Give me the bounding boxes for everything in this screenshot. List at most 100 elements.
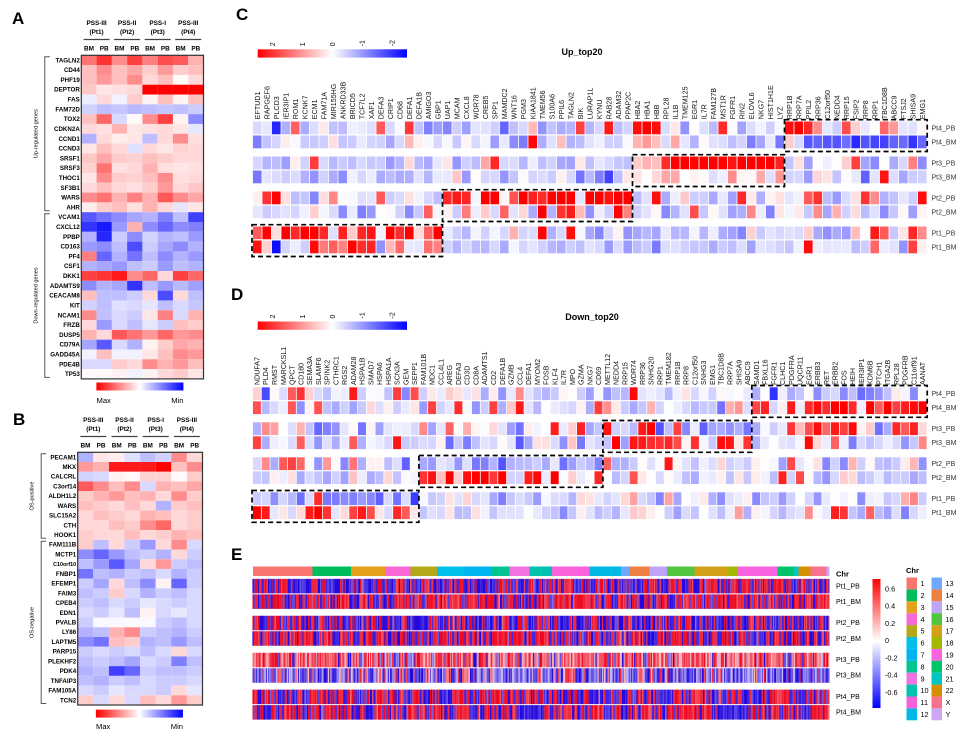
svg-text:HOOK1: HOOK1 xyxy=(54,532,77,539)
svg-text:NEDD4: NEDD4 xyxy=(833,95,841,119)
svg-text:RRP1: RRP1 xyxy=(871,100,879,119)
svg-text:Max: Max xyxy=(96,722,111,731)
svg-text:CCL4: CCL4 xyxy=(516,367,524,385)
svg-text:FAM101B: FAM101B xyxy=(420,354,428,385)
svg-text:Pt3_BM: Pt3_BM xyxy=(932,440,957,447)
svg-text:Pt2_BM: Pt2_BM xyxy=(932,209,957,216)
svg-text:10: 10 xyxy=(921,686,929,695)
svg-text:Up_top20: Up_top20 xyxy=(561,47,602,57)
svg-text:HSPA1B: HSPA1B xyxy=(359,357,367,385)
svg-text:2: 2 xyxy=(270,42,277,46)
svg-text:Pt1_BM: Pt1_BM xyxy=(932,244,957,251)
svg-text:HBB: HBB xyxy=(653,104,661,119)
svg-text:6: 6 xyxy=(921,639,925,648)
svg-text:DEFA1: DEFA1 xyxy=(525,362,533,385)
svg-text:NCAM1: NCAM1 xyxy=(58,312,81,319)
svg-text:-1: -1 xyxy=(360,40,367,46)
svg-text:DEPTOR: DEPTOR xyxy=(54,87,80,94)
svg-text:PLEKHF2: PLEKHF2 xyxy=(48,658,77,665)
svg-text:FAM71A: FAM71A xyxy=(320,92,328,119)
svg-text:RPL28: RPL28 xyxy=(662,97,670,119)
svg-text:BM: BM xyxy=(115,46,125,53)
svg-text:AREG: AREG xyxy=(446,365,454,385)
svg-text:TMEM182: TMEM182 xyxy=(665,352,673,385)
svg-text:Pt3_PB: Pt3_PB xyxy=(932,426,956,433)
svg-text:HEIH: HEIH xyxy=(849,368,857,385)
svg-text:Pt2_BM: Pt2_BM xyxy=(932,475,957,482)
svg-text:Pt1_BM: Pt1_BM xyxy=(932,510,957,517)
svg-text:EGR1: EGR1 xyxy=(805,366,813,385)
svg-text:Pt3_PB: Pt3_PB xyxy=(836,657,860,664)
svg-text:PB: PB xyxy=(191,46,200,53)
svg-text:Down_top20: Down_top20 xyxy=(565,312,619,322)
svg-text:ADAM28: ADAM28 xyxy=(350,357,358,385)
svg-text:SMAD7: SMAD7 xyxy=(367,361,375,385)
svg-text:Pt2_PB: Pt2_PB xyxy=(932,461,956,468)
svg-text:RRP7A: RRP7A xyxy=(795,95,803,119)
svg-text:IER3IP1: IER3IP1 xyxy=(858,359,866,385)
svg-text:MAMDC2: MAMDC2 xyxy=(501,88,509,119)
svg-text:Pt4_PB: Pt4_PB xyxy=(836,694,860,701)
svg-text:C12orf50: C12orf50 xyxy=(692,356,700,385)
svg-text:ECM1: ECM1 xyxy=(311,99,319,119)
svg-text:Pt4_BM: Pt4_BM xyxy=(932,139,957,146)
svg-text:E: E xyxy=(231,545,242,564)
svg-text:BM: BM xyxy=(81,443,91,450)
svg-text:C: C xyxy=(236,5,248,24)
svg-text:SRSF1: SRSF1 xyxy=(60,155,81,162)
svg-text:-0.4: -0.4 xyxy=(885,671,898,680)
svg-text:LYZ: LYZ xyxy=(776,106,784,119)
svg-text:PLD4: PLD4 xyxy=(262,367,270,385)
svg-text:2: 2 xyxy=(270,315,277,319)
svg-text:GADD45A: GADD45A xyxy=(50,351,80,358)
svg-text:QPCT: QPCT xyxy=(289,365,297,385)
svg-text:FOSB: FOSB xyxy=(543,365,551,385)
svg-text:(Pt1): (Pt1) xyxy=(89,29,103,36)
svg-text:FAM127B: FAM127B xyxy=(710,88,718,119)
svg-text:MKX: MKX xyxy=(62,464,77,471)
svg-text:RRP36: RRP36 xyxy=(814,96,822,119)
svg-text:CD180: CD180 xyxy=(297,363,305,385)
svg-text:EMG1: EMG1 xyxy=(919,99,927,119)
svg-text:SAMD1: SAMD1 xyxy=(753,361,761,385)
svg-text:XAF1: XAF1 xyxy=(368,101,376,119)
svg-text:SCN3A: SCN3A xyxy=(394,361,402,385)
svg-text:(Pt2): (Pt2) xyxy=(120,29,134,36)
svg-text:C10orf10: C10orf10 xyxy=(53,562,76,568)
svg-text:CXCL12: CXCL12 xyxy=(56,224,80,231)
svg-text:Pt3_BM: Pt3_BM xyxy=(932,174,957,181)
svg-text:EGR1: EGR1 xyxy=(691,100,699,119)
svg-text:RAB28: RAB28 xyxy=(605,97,613,120)
svg-text:(Pt4): (Pt4) xyxy=(181,29,195,36)
svg-text:Pt4_PB: Pt4_PB xyxy=(932,391,956,398)
svg-text:CRIP1: CRIP1 xyxy=(387,98,395,119)
svg-text:C12orf50: C12orf50 xyxy=(824,90,832,119)
svg-text:RRP8: RRP8 xyxy=(862,100,870,119)
svg-text:FGFR1: FGFR1 xyxy=(729,96,737,119)
svg-text:PVALB: PVALB xyxy=(56,620,77,627)
svg-text:PTCH1: PTCH1 xyxy=(875,362,883,385)
svg-text:FBXL16: FBXL16 xyxy=(762,359,770,385)
svg-text:NKG7: NKG7 xyxy=(586,366,594,385)
svg-text:TOX2: TOX2 xyxy=(64,116,81,123)
svg-text:IL7R: IL7R xyxy=(700,104,708,119)
svg-text:NEDD4: NEDD4 xyxy=(613,361,621,385)
svg-text:PF4: PF4 xyxy=(68,253,80,260)
svg-text:RRP15: RRP15 xyxy=(621,362,629,385)
svg-text:Y: Y xyxy=(946,710,951,719)
svg-text:EMG1: EMG1 xyxy=(709,365,717,385)
svg-text:CXCL8: CXCL8 xyxy=(463,96,471,119)
svg-text:PSS-II: PSS-II xyxy=(115,417,134,424)
svg-text:CREB5: CREB5 xyxy=(482,95,490,119)
svg-text:(Pt4): (Pt4) xyxy=(180,426,194,433)
svg-text:KLF4: KLF4 xyxy=(551,368,559,385)
svg-text:BM: BM xyxy=(174,443,184,450)
svg-text:PSS-III: PSS-III xyxy=(177,417,197,424)
svg-text:PHF19: PHF19 xyxy=(61,77,81,84)
svg-text:RRP1B: RRP1B xyxy=(674,361,682,385)
svg-text:(Pt3): (Pt3) xyxy=(151,29,165,36)
svg-text:GEM: GEM xyxy=(402,369,410,385)
svg-text:ABCC9: ABCC9 xyxy=(890,95,898,119)
svg-text:TCF7L2: TCF7L2 xyxy=(358,94,366,120)
svg-text:Up-regulated genes: Up-regulated genes xyxy=(33,109,39,158)
